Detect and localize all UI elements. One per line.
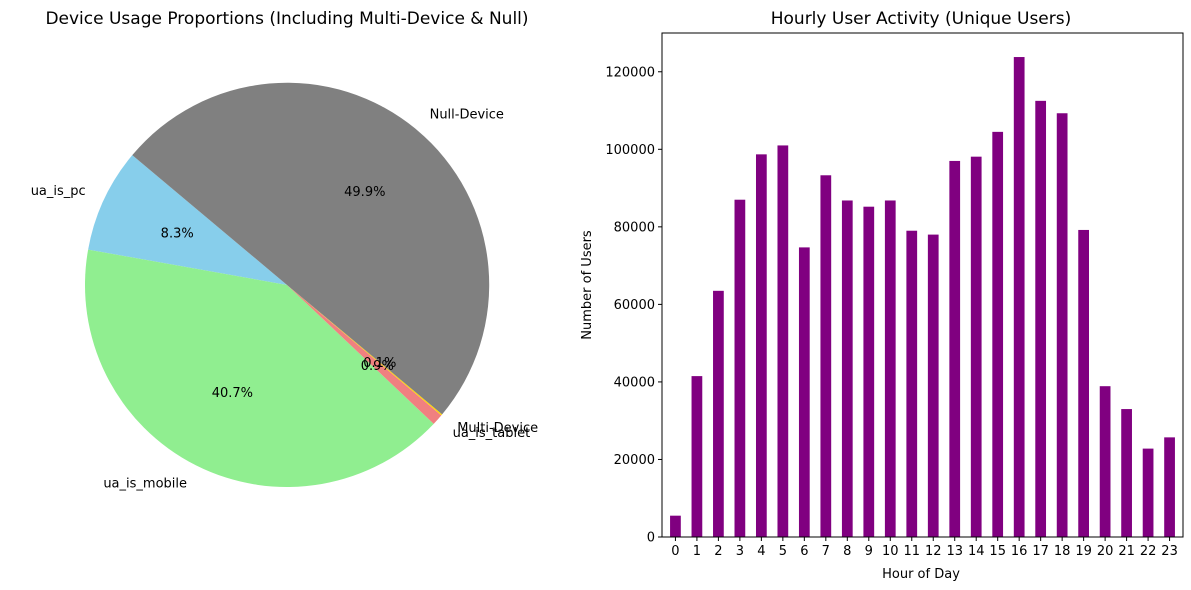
bar-hour-7 [820,175,832,537]
y-tick-label: 20000 [614,453,655,468]
bar-hour-0 [670,515,681,537]
device-usage-pie-chart: Device Usage Proportions (Including Mult… [31,9,538,491]
x-tick-label: 15 [989,544,1006,559]
hourly-activity-bar-chart: Hourly User Activity (Unique Users) 0200… [580,9,1184,582]
x-tick-label: 14 [968,544,985,559]
bar-hour-11 [906,230,918,537]
x-axis-label: Hour of Day [882,567,960,582]
pie-label-ua-is-mobile: ua_is_mobile [103,476,187,491]
bar-hour-9 [863,206,875,537]
pie-label-ua-is-tablet: ua_is_tablet [453,426,531,441]
x-tick-label: 10 [882,544,899,559]
bar-hour-18 [1056,113,1068,537]
pie-slice-null-device [132,82,490,415]
bar-hour-3 [734,199,746,537]
x-tick-label: 8 [843,544,851,559]
y-tick-label: 40000 [614,375,655,390]
pie-slice-multi-device [287,285,443,416]
bar-hour-19 [1078,229,1089,537]
pie-chart-title: Device Usage Proportions (Including Mult… [45,9,528,29]
bar-hour-21 [1121,409,1132,537]
x-tick-label: 0 [671,544,679,559]
bar-hour-10 [884,200,896,538]
pie-label-ua-is-pc: ua_is_pc [31,184,86,199]
y-tick-label: 80000 [614,220,655,235]
bar-hour-1 [691,376,703,537]
x-tick-label: 3 [736,544,744,559]
x-tick-label: 17 [1032,544,1049,559]
x-tick-label: 2 [714,544,722,559]
x-tick-label: 4 [757,544,765,559]
x-tick-label: 6 [800,544,808,559]
x-tick-label: 11 [903,544,920,559]
pie-slice-ua-is-tablet [287,285,442,424]
x-tick-label: 21 [1118,544,1135,559]
bar-hour-15 [992,131,1004,538]
pie-pct-ua-is-mobile: 40.7% [212,386,253,401]
bar-hour-2 [713,290,724,537]
x-tick-label: 18 [1054,544,1071,559]
y-tick-label: 0 [647,531,655,546]
x-tick-label: 16 [1011,544,1028,559]
bar-hour-4 [755,154,767,537]
pie-slice-ua-is-mobile [84,249,434,488]
bar-hour-17 [1035,100,1047,537]
pie-pct-multi-device: 0.1% [363,356,396,371]
y-tick-label: 100000 [605,143,655,158]
pie-pct-ua-is-tablet: 0.9% [361,359,394,374]
y-tick-label: 120000 [605,65,655,80]
x-tick-label: 9 [865,544,873,559]
x-tick-label: 20 [1097,544,1114,559]
pie-pct-null-device: 49.9% [344,185,385,200]
pie-label-null-device: Null-Device [430,108,504,123]
bar-hour-8 [841,200,853,538]
x-tick-label: 13 [946,544,963,559]
bar-hour-16 [1013,57,1025,537]
bar-hour-14 [970,156,982,538]
x-tick-label: 19 [1075,544,1092,559]
x-tick-label: 5 [779,544,787,559]
bar-hour-6 [798,247,810,537]
bar-hour-12 [927,234,939,537]
pie-slice-ua-is-pc [88,155,288,285]
bar-hour-23 [1164,437,1175,537]
bar-hour-13 [949,160,961,537]
plot-frame [661,32,1184,538]
x-tick-label: 12 [925,544,942,559]
pie-pct-ua-is-pc: 8.3% [161,227,194,242]
bar-chart-title: Hourly User Activity (Unique Users) [771,9,1072,29]
y-tick-label: 60000 [614,298,655,313]
x-tick-label: 22 [1140,544,1157,559]
bar-hour-22 [1142,448,1154,537]
y-axis-label: Number of Users [580,230,595,340]
bar-hour-20 [1099,386,1111,537]
bar-hour-5 [777,145,789,537]
pie-label-multi-device: Multi-Device [457,421,538,436]
x-tick-label: 7 [822,544,830,559]
x-tick-label: 23 [1161,544,1178,559]
x-tick-label: 1 [693,544,701,559]
